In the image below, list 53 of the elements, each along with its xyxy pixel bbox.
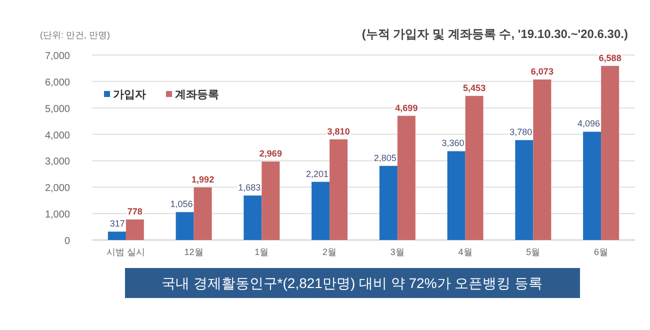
x-tick-label: 3월: [390, 247, 404, 257]
data-label: 2,201: [306, 168, 329, 179]
bar: [126, 219, 144, 240]
bar: [312, 182, 330, 240]
chart-title: (누적 가입자 및 계좌등록 수, '19.10.30.~'20.6.30.): [362, 27, 628, 41]
text: (단위: 만건, 만명): [40, 30, 110, 40]
x-tick-label: 4월: [458, 247, 472, 257]
bar: [465, 96, 484, 240]
bar: [379, 166, 398, 240]
y-tick-label: 6,000: [44, 77, 70, 88]
data-label: 1,056: [170, 199, 193, 210]
bar: [447, 151, 466, 240]
y-tick-label: 4,000: [44, 130, 70, 142]
legend-label: 가입자: [113, 89, 146, 101]
bar: [583, 132, 602, 240]
data-label: 3,810: [327, 126, 350, 136]
data-label: 6,588: [598, 52, 622, 63]
data-label: 5,453: [463, 82, 486, 93]
data-label: 2,969: [259, 148, 282, 159]
data-label: 4,096: [578, 118, 600, 129]
data-label: 3,360: [442, 138, 464, 148]
y-tick-label: 2,000: [44, 183, 70, 194]
x-tick-label: 5월: [526, 247, 540, 257]
bar: [262, 162, 280, 240]
y-tick-label: 5,000: [44, 104, 70, 115]
y-tick-label: 0: [64, 236, 70, 247]
bar: [533, 80, 552, 240]
data-label: 1,683: [238, 182, 261, 193]
x-tick-label: 2월: [322, 247, 337, 257]
x-tick-label: 1월: [254, 247, 269, 257]
data-label: 2,805: [374, 152, 396, 163]
data-label: 778: [127, 206, 142, 216]
bar: [601, 66, 620, 240]
bar: [176, 212, 194, 240]
y-tick-label: 3,000: [44, 156, 70, 168]
x-tick-label: 6월: [594, 247, 608, 257]
x-tick-label: 12월: [184, 247, 204, 257]
data-label: 4,699: [395, 102, 418, 113]
bar: [194, 187, 212, 240]
y-tick-label: 7,000: [44, 51, 70, 62]
bar: [397, 116, 416, 240]
data-label: 1,992: [192, 174, 214, 184]
data-label: 317: [110, 218, 125, 229]
legend-label: 계좌등록: [175, 89, 219, 101]
x-tick-label: 시범 실시: [106, 247, 146, 257]
bar: [108, 232, 126, 240]
data-label: 6,073: [530, 66, 554, 76]
text: 국내 경제활동인구*(2,821만명) 대비 약 72%가 오픈뱅킹 등록: [161, 275, 543, 291]
bar: [244, 196, 262, 240]
bar: [330, 139, 348, 240]
data-label: 3,780: [510, 127, 532, 138]
y-tick-label: 1,000: [44, 210, 70, 221]
bar: [515, 140, 534, 240]
